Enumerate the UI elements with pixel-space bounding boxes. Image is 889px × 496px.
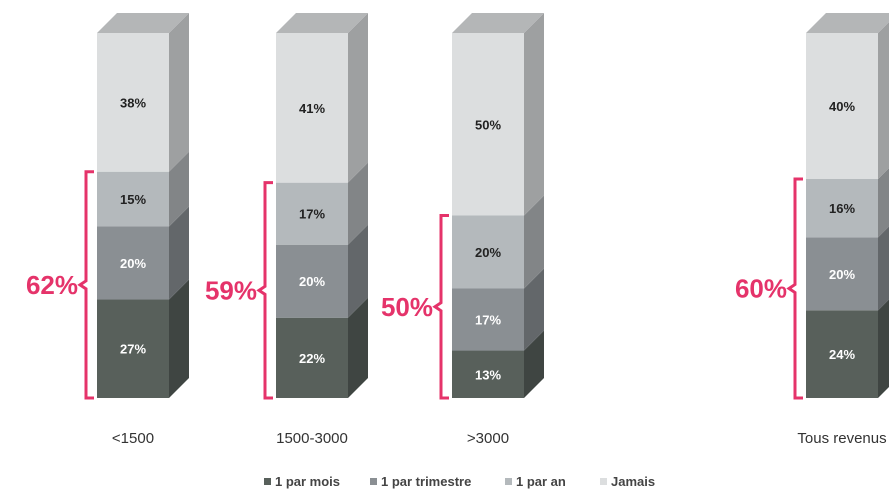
category-label: Tous revenus [797,430,886,447]
bar-segment [97,171,169,227]
legend-item: 1 par mois [264,474,340,489]
data-label: 13% [475,367,501,382]
braces-layer: 62% 59% 50% 60% [26,170,803,400]
bar-segment-side [878,299,889,398]
data-label: 38% [120,95,146,110]
legend-label: 1 par trimestre [381,474,471,489]
bar-segment [806,310,878,398]
legend-swatch [600,478,607,485]
brace [77,170,94,400]
bar-stack: 13% 17% 20% 50% [452,13,544,398]
brace-total-label: 50% [381,292,433,322]
data-label: 20% [299,274,325,289]
brace-total-label: 59% [205,275,257,305]
category-label: 1500-3000 [276,430,348,447]
bar-top-face [276,13,368,33]
brace-total-label: 60% [735,274,787,304]
brace [786,177,803,400]
bar-segment [452,33,524,216]
bar-segment-side [878,226,889,311]
category-label: <1500 [112,430,154,447]
legend-label: 1 par an [516,474,566,489]
bar-segment-side [169,206,189,300]
bar-stack: 27% 20% 15% 38% [97,13,189,398]
data-label: 40% [829,99,855,114]
bar-segment-side [348,224,368,318]
bar-segment-side [169,279,189,398]
brace-total-label: 62% [26,270,78,300]
brace [256,181,273,400]
bar-stack: 22% 20% 17% 41% [276,13,368,398]
bar-segment-side [348,162,368,245]
category-label: >3000 [467,430,509,447]
legend-item: 1 par trimestre [370,474,471,489]
data-label: 50% [475,117,501,132]
data-label: 27% [120,342,146,357]
bar-segment [452,350,524,398]
data-label: 15% [120,192,146,207]
bar-stack: 24% 20% 16% 40% [806,13,889,398]
bar-top-face [452,13,544,33]
bar-segment-side [524,195,544,289]
bar-segment [97,33,169,172]
data-label: 20% [120,256,146,271]
legend-swatch [370,478,377,485]
bar-segment-side [524,268,544,351]
bar-segment [452,288,524,351]
data-label: 16% [829,201,855,216]
bar-segment-side [524,13,544,216]
legend-item: Jamais [600,474,655,489]
legend-swatch [264,478,271,485]
bar-segment [276,182,348,245]
data-label: 17% [299,207,325,222]
bars-layer: 27%20%15%38%22%20%17%41%13%17%20%50%24%2… [97,13,889,398]
bar-segment-side [348,13,368,183]
data-label: 41% [299,101,325,116]
bar-segment [806,33,878,179]
bar-segment [97,299,169,398]
bar-segment-side [169,151,189,227]
bar-segment [276,33,348,183]
bar-top-face [97,13,189,33]
brace [432,214,449,400]
data-label: 24% [829,347,855,362]
category-labels-layer: <1500 1500-3000 >3000 Tous revenus [112,430,887,447]
bar-top-face [806,13,889,33]
data-label: 20% [829,267,855,282]
data-label: 20% [475,245,501,260]
legend-label: 1 par mois [275,474,340,489]
data-label: 17% [475,313,501,328]
data-label: 22% [299,351,325,366]
bar-segment [97,226,169,300]
bar-segment [806,179,878,238]
legend-swatch [505,478,512,485]
legend-item: 1 par an [505,474,566,489]
bar-segment [276,244,348,318]
bar-segment [806,237,878,311]
bar-segment-side [348,297,368,398]
bar-segment-side [169,13,189,172]
legend: 1 par mois 1 par trimestre 1 par an Jamais [264,474,655,489]
bar-segment-side [524,330,544,398]
bar-segment [276,317,348,398]
bar-segment [452,215,524,289]
bar-segment-side [878,22,889,179]
bar-segment-side [878,168,889,238]
legend-label: Jamais [611,474,655,489]
